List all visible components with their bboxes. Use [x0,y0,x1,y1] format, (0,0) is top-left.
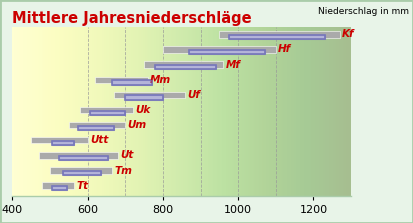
Bar [78,126,114,130]
Text: Mm: Mm [150,75,171,85]
Bar [125,95,163,100]
Bar [189,50,264,54]
Text: Mf: Mf [225,60,240,70]
Bar [163,46,276,53]
Bar [39,152,118,159]
Bar [52,141,74,145]
Bar [112,80,152,85]
Text: Ut: Ut [120,150,133,160]
Bar [90,111,125,115]
Text: Tm: Tm [114,165,132,176]
Bar [95,76,148,83]
Bar [52,141,74,145]
Text: Kf: Kf [342,29,354,39]
Bar [155,65,216,69]
Bar [112,80,152,85]
Bar [43,182,74,189]
Text: Niederschlag in mm: Niederschlag in mm [318,7,409,16]
Text: Mittlere Jahresniederschläge: Mittlere Jahresniederschläge [12,11,252,26]
Bar [59,156,108,160]
Bar [189,50,264,54]
Bar [125,95,163,100]
Text: Hf: Hf [278,44,291,54]
Bar [114,92,185,98]
Text: Utt: Utt [90,135,108,145]
Bar [219,31,340,37]
Text: Uk: Uk [135,105,150,115]
Bar [78,126,114,130]
Bar [52,186,67,190]
Text: Uf: Uf [188,90,201,100]
Bar [90,111,125,115]
Bar [155,65,216,69]
Bar [31,137,88,143]
Bar [59,156,108,160]
Bar [229,35,325,39]
Bar [63,171,101,175]
Text: Um: Um [128,120,147,130]
Bar [50,167,112,174]
Bar [63,171,101,175]
Text: Tt: Tt [77,181,89,191]
Bar [52,186,67,190]
Bar [144,61,223,68]
Bar [229,35,325,39]
Bar [80,107,133,113]
Bar [69,122,125,128]
